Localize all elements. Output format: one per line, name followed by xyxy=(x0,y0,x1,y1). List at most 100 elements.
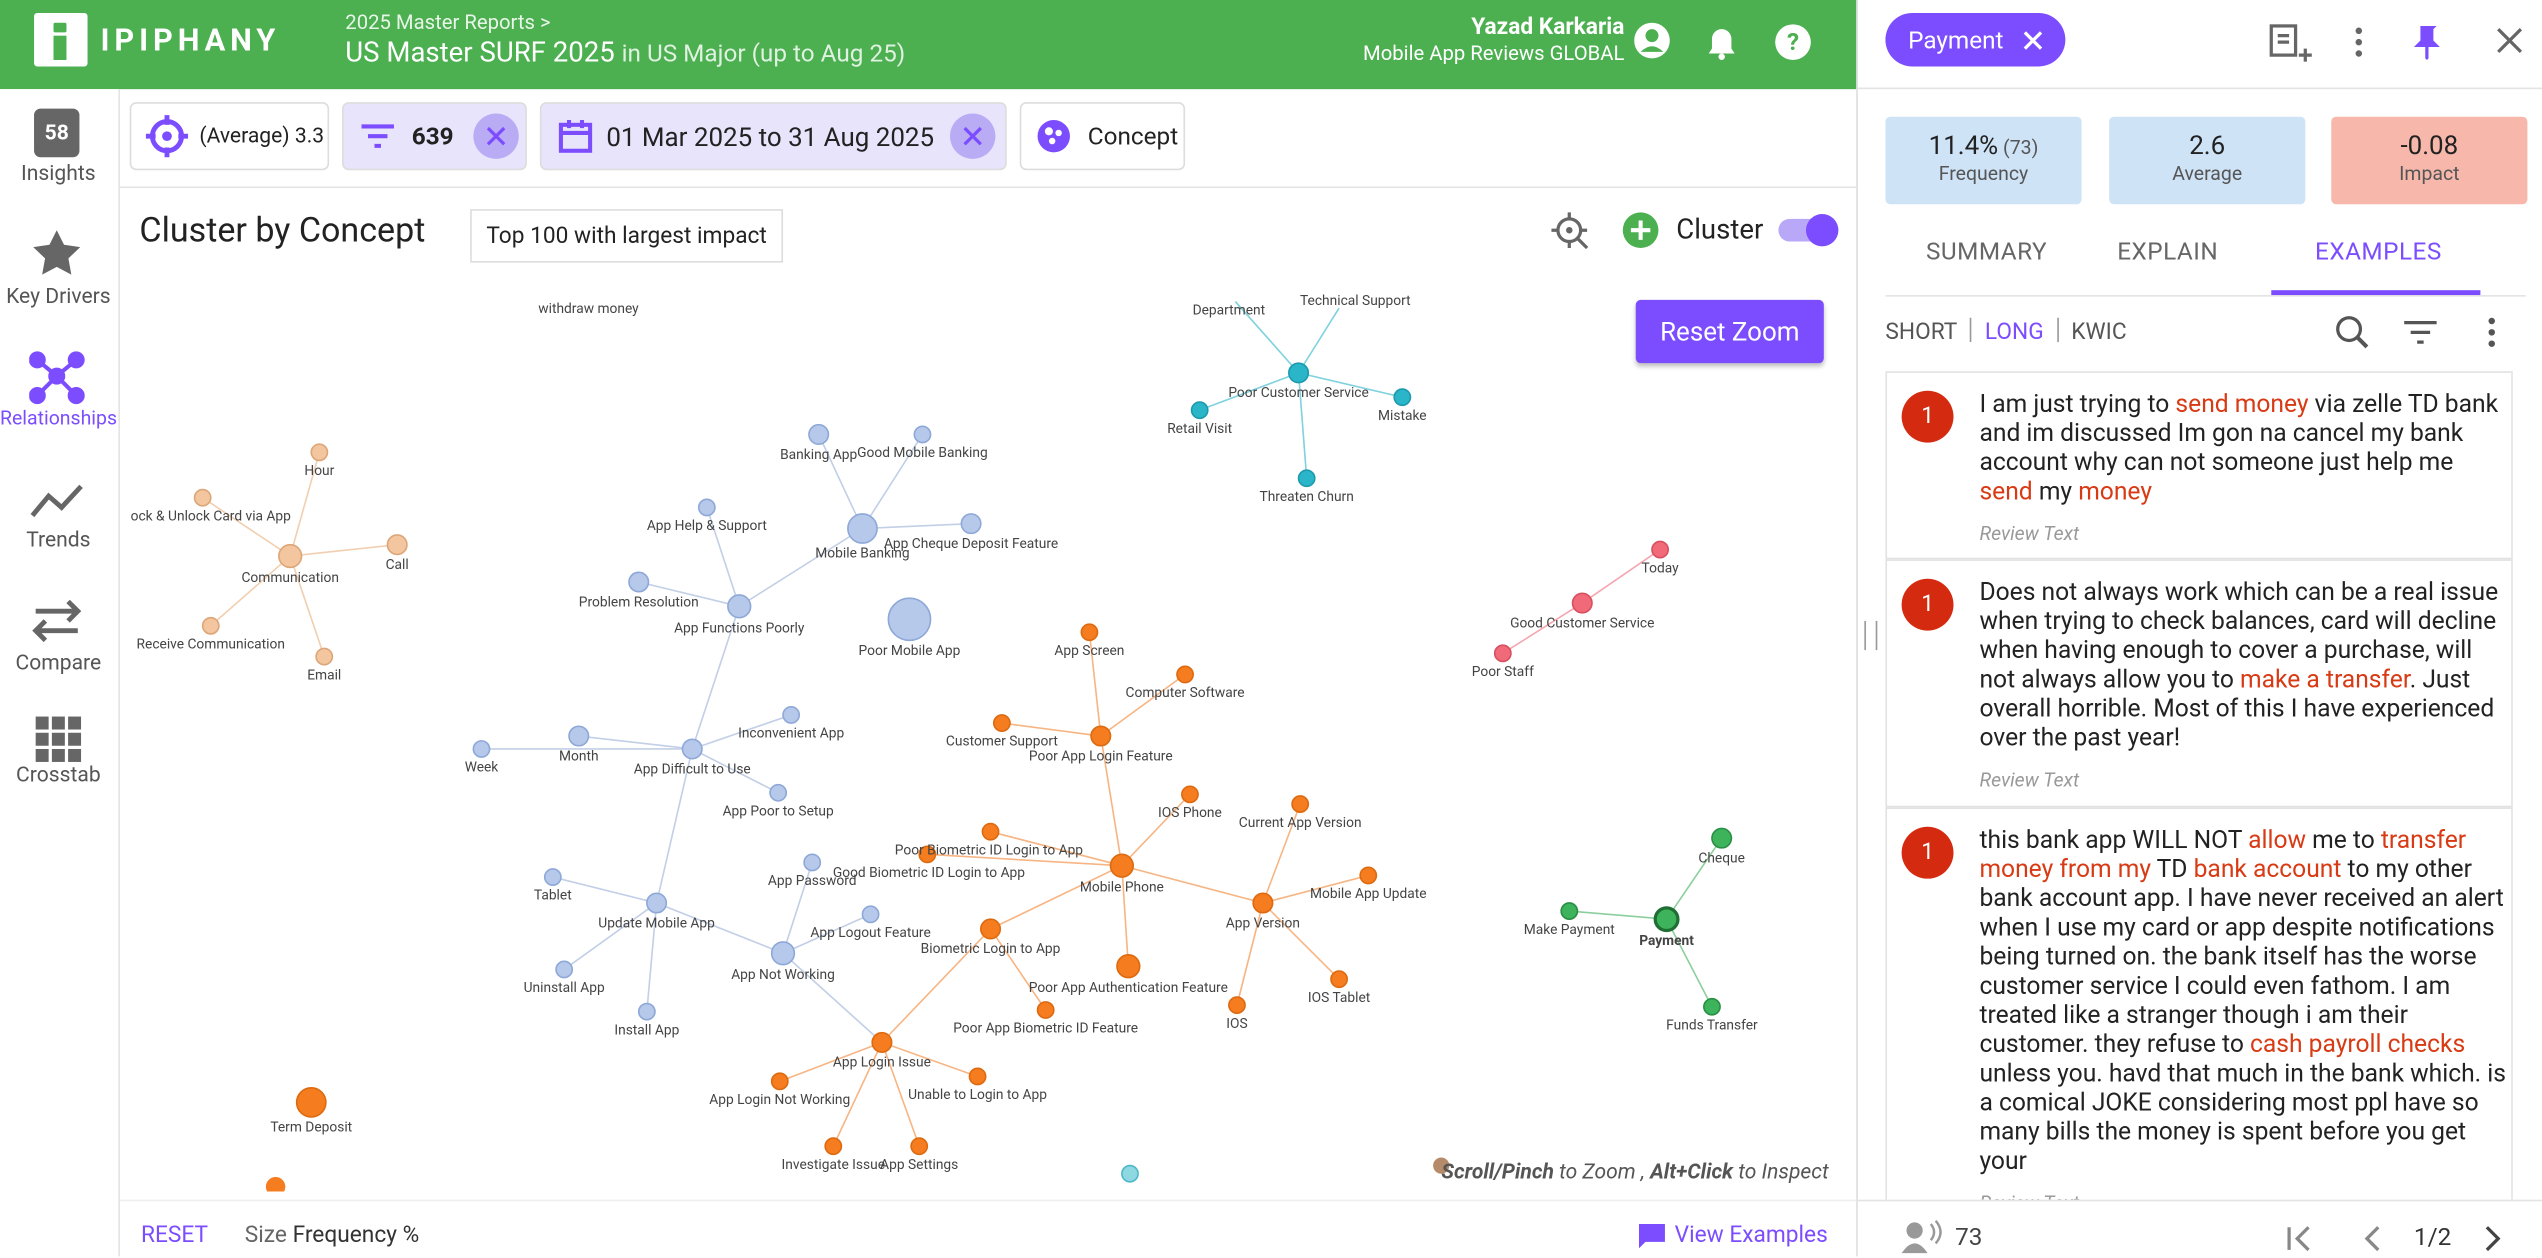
node[interactable] xyxy=(981,822,1000,841)
nav-item[interactable]: Trends xyxy=(26,528,91,553)
node[interactable] xyxy=(910,1137,929,1156)
node[interactable] xyxy=(265,1176,286,1192)
clear[interactable] xyxy=(473,113,519,159)
reset-link[interactable]: RESET xyxy=(141,1222,209,1249)
node[interactable] xyxy=(1288,362,1310,384)
nav-item[interactable]: Compare xyxy=(15,651,102,677)
filter-chip[interactable]: 639 xyxy=(342,102,527,171)
nav-item[interactable]: Insights xyxy=(21,162,96,187)
tab[interactable]: EXAMPLES xyxy=(2315,236,2442,266)
group-chip[interactable]: Concept xyxy=(1019,102,1186,171)
node[interactable] xyxy=(295,1086,327,1118)
pager[interactable] xyxy=(2286,1224,2503,1253)
node[interactable] xyxy=(1297,469,1316,488)
node[interactable] xyxy=(1252,892,1274,914)
node[interactable] xyxy=(543,868,562,886)
node[interactable] xyxy=(1190,401,1209,420)
node[interactable] xyxy=(310,443,329,462)
clear[interactable] xyxy=(950,113,996,159)
node[interactable] xyxy=(960,513,982,535)
reset-zoom-button[interactable]: Reset Zoom xyxy=(1635,299,1824,364)
node[interactable] xyxy=(1330,970,1349,989)
node[interactable] xyxy=(847,513,878,544)
node[interactable] xyxy=(1228,996,1246,1015)
count: 639 xyxy=(411,121,454,151)
mode[interactable]: LONG xyxy=(1984,319,2044,346)
tab[interactable]: SUMMARY xyxy=(1925,236,2048,266)
example-card: 1 this bank app WILL NOT allow me to tran… xyxy=(1885,807,2513,1200)
panel-controls[interactable] xyxy=(1550,211,1845,253)
node[interactable] xyxy=(1116,954,1141,979)
node[interactable] xyxy=(1560,902,1579,921)
node[interactable] xyxy=(1651,540,1669,559)
node[interactable] xyxy=(871,1031,893,1053)
node[interactable] xyxy=(803,853,822,872)
node[interactable] xyxy=(979,918,1002,940)
network-graph[interactable]: withdraw money Hour ock & Unlock Card via … xyxy=(120,276,1856,1192)
node[interactable] xyxy=(1653,906,1680,933)
node[interactable] xyxy=(472,740,491,758)
node[interactable] xyxy=(637,1002,656,1021)
node[interactable] xyxy=(568,725,590,747)
node[interactable] xyxy=(992,714,1011,732)
node[interactable] xyxy=(1291,795,1310,814)
divider xyxy=(1856,0,1858,1257)
node[interactable] xyxy=(1393,388,1412,407)
resize-handle[interactable] xyxy=(1864,620,1878,651)
node[interactable] xyxy=(1703,997,1721,1016)
view-examples-link[interactable]: View Examples xyxy=(1674,1222,1828,1249)
node[interactable] xyxy=(1036,1001,1055,1019)
node[interactable] xyxy=(646,892,668,914)
stat-box: -0.08 Impact xyxy=(2331,116,2528,205)
size-setting[interactable]: Size Frequency % xyxy=(245,1222,419,1248)
node[interactable] xyxy=(770,941,796,966)
node[interactable] xyxy=(193,488,212,507)
node[interactable] xyxy=(681,738,703,760)
node[interactable] xyxy=(1359,866,1378,885)
node[interactable] xyxy=(1121,1164,1139,1183)
node[interactable] xyxy=(913,425,932,444)
node[interactable] xyxy=(1493,644,1512,663)
node[interactable] xyxy=(887,597,932,642)
node[interactable] xyxy=(201,616,220,635)
node[interactable] xyxy=(1181,785,1199,804)
node[interactable] xyxy=(1090,725,1112,747)
node[interactable] xyxy=(824,1137,843,1156)
breadcrumb[interactable]: 2025 Master Reports > xyxy=(345,11,551,36)
node[interactable] xyxy=(861,905,880,924)
date-chip[interactable]: 01 Mar 2025 to 31 Aug 2025 xyxy=(539,102,1007,171)
node[interactable] xyxy=(1571,592,1593,614)
examples-toolbar[interactable] xyxy=(2334,315,2512,351)
node[interactable] xyxy=(628,571,650,593)
nav-item[interactable]: Crosstab xyxy=(16,763,101,788)
node[interactable] xyxy=(968,1067,987,1086)
node[interactable] xyxy=(1176,665,1194,684)
node[interactable] xyxy=(918,845,937,864)
node[interactable] xyxy=(1080,623,1099,642)
node[interactable] xyxy=(1109,853,1135,878)
node[interactable] xyxy=(1433,1157,1450,1174)
node[interactable] xyxy=(1711,827,1733,849)
node-label: App Not Working xyxy=(731,967,835,983)
concept-pill[interactable]: Payment xyxy=(1885,12,2066,67)
tab[interactable]: EXPLAIN xyxy=(2117,236,2219,266)
node[interactable] xyxy=(727,594,752,619)
detail-toolbar[interactable] xyxy=(2266,19,2525,64)
header-icons[interactable]: ? xyxy=(1634,21,1812,63)
nav-item[interactable]: Key Drivers xyxy=(6,285,111,310)
node[interactable] xyxy=(782,706,801,724)
node-label: Today xyxy=(1642,560,1680,576)
nav-item[interactable]: Relationships xyxy=(0,406,118,430)
node[interactable] xyxy=(555,960,574,979)
node[interactable] xyxy=(278,543,303,569)
top-selector[interactable]: Top 100 with largest impact xyxy=(470,209,784,263)
node[interactable] xyxy=(808,423,830,446)
node[interactable] xyxy=(770,1072,789,1091)
average-chip[interactable]: (Average) 3.3 xyxy=(129,102,330,171)
node[interactable] xyxy=(769,783,788,802)
node[interactable] xyxy=(315,647,334,666)
node[interactable] xyxy=(697,498,716,517)
mode[interactable]: SHORT xyxy=(1885,319,1958,346)
mode[interactable]: KWIC xyxy=(2071,319,2127,346)
node[interactable] xyxy=(386,534,408,556)
